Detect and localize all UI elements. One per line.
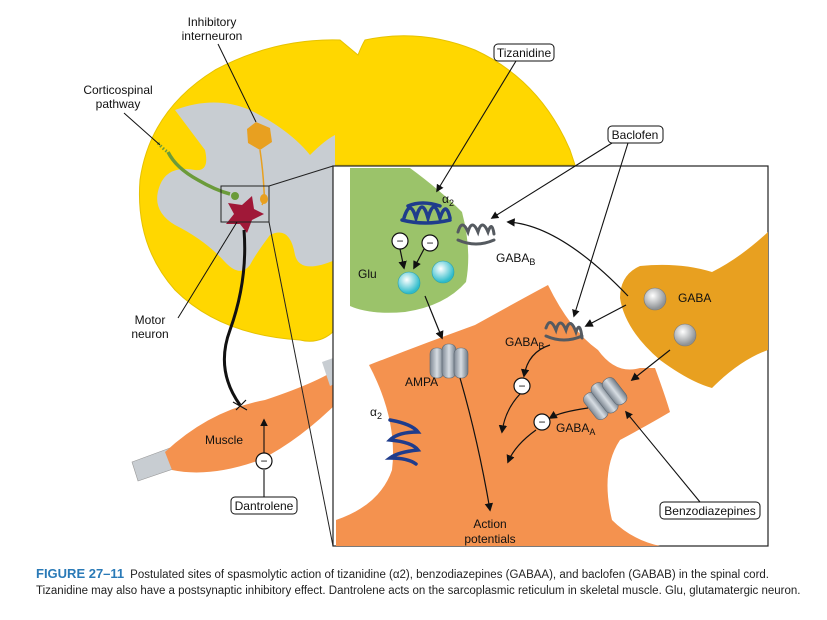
tizanidine-label: Tizanidine <box>497 46 552 60</box>
baclofen-label: Baclofen <box>612 128 659 142</box>
action-potentials-label: Action <box>473 517 506 531</box>
inhibit-sign: − <box>533 413 551 431</box>
postsynaptic-neuron <box>336 285 670 546</box>
ampa-receptor <box>429 343 469 379</box>
ampa-label: AMPA <box>405 375 438 389</box>
caption-text: Postulated sites of spasmolytic action o… <box>36 569 801 597</box>
motor-neuron-label: Motor <box>135 313 166 327</box>
svg-text:−: − <box>518 379 525 393</box>
zoom-line-bottom <box>268 221 334 547</box>
arrow-gaba-to-gabab-post <box>584 304 627 327</box>
inhibitory-interneuron-label: Inhibitory <box>188 15 237 29</box>
baclofen-pointer-post <box>572 142 629 318</box>
muscle-belly <box>165 372 340 473</box>
benzodiazepines-label: Benzodiazepines <box>664 504 755 518</box>
baclofen-box <box>607 125 664 144</box>
gaba-a-receptor <box>583 377 628 421</box>
corticospinal-label: Corticospinal <box>83 83 152 97</box>
inhibit-sign: − <box>255 452 273 470</box>
spinal-cord-gray-matter <box>157 102 335 271</box>
benzodiazepines-box <box>659 501 761 520</box>
figure-number: FIGURE 27–11 <box>36 566 125 581</box>
corticospinal-label: pathway <box>96 97 141 111</box>
alpha2-receptor-presynaptic <box>400 201 452 225</box>
arrow-gabab-post <box>520 344 551 378</box>
arrow-inhibit-ap-1 <box>498 393 521 434</box>
arrow-gaba-a <box>548 407 589 419</box>
gabab-post-label: GABAB <box>505 335 544 351</box>
zoom-frame <box>220 185 270 223</box>
motor-neuron-leader <box>177 221 238 319</box>
arrow-inhibit-release-2 <box>413 248 425 270</box>
inset-content: − − − − α2 GABAB Glu GABA GABAB AMPA α2 … <box>336 168 768 546</box>
gabab-receptor-presynaptic <box>456 223 496 246</box>
corticospinal-terminal <box>231 192 239 200</box>
motor-neuron-label: neuron <box>131 327 168 341</box>
arrow-inhibit-release-1 <box>398 248 407 270</box>
inhibit-sign: − <box>421 234 439 252</box>
tizanidine-box <box>493 43 555 62</box>
gaba-vesicle <box>643 287 667 311</box>
corticospinal-leader <box>123 112 161 146</box>
svg-text:−: − <box>260 454 267 468</box>
svg-text:−: − <box>538 415 545 429</box>
gabab-pre-label: GABAB <box>496 251 535 267</box>
baclofen-pointer-pre <box>490 142 613 219</box>
glu-label: Glu <box>358 267 377 281</box>
inhibitory-interneuron-body <box>247 122 272 150</box>
alpha2-receptor-postsynaptic <box>384 418 422 466</box>
arrow-inhibit-ap-2 <box>506 429 537 464</box>
dantrolene-label: Dantrolene <box>235 499 294 513</box>
figure-caption: FIGURE 27–11 Postulated sites of spasmoly… <box>36 566 816 599</box>
svg-text:−: − <box>426 236 433 250</box>
inhibit-sign: − <box>391 232 409 250</box>
alpha2-pre-label: α2 <box>442 192 454 208</box>
benzodiazepines-pointer <box>625 410 701 503</box>
motor-neuron-axon <box>222 229 247 406</box>
gaba-vesicle <box>673 323 697 347</box>
gaba-label: GABA <box>678 291 711 305</box>
arrow-gaba-to-gabab-pre <box>506 218 629 297</box>
tizanidine-pointer <box>436 60 517 193</box>
interneuron-leader <box>217 43 257 123</box>
alpha2-post-label: α2 <box>370 405 382 421</box>
arrow-ampa-to-action-potentials <box>459 377 494 512</box>
gaba-a-label: GABAA <box>556 421 595 437</box>
gabab-receptor-postsynaptic <box>544 321 584 342</box>
svg-text:−: − <box>396 234 403 248</box>
inhibitory-interneuron-label: interneuron <box>182 29 243 43</box>
arrow-glu-to-ampa <box>424 295 444 340</box>
motor-endplate <box>232 399 248 411</box>
glu-vesicle <box>397 271 421 295</box>
zoom-line-top <box>268 165 334 187</box>
arrow-gaba-to-gaba-a <box>630 349 671 382</box>
interneuron-terminal <box>260 194 268 204</box>
glu-vesicle <box>431 260 455 284</box>
gaba-terminal <box>620 232 768 388</box>
muscle-label: Muscle <box>205 433 243 447</box>
inhibit-sign: − <box>513 377 531 395</box>
action-potentials-label: potentials <box>464 532 515 546</box>
